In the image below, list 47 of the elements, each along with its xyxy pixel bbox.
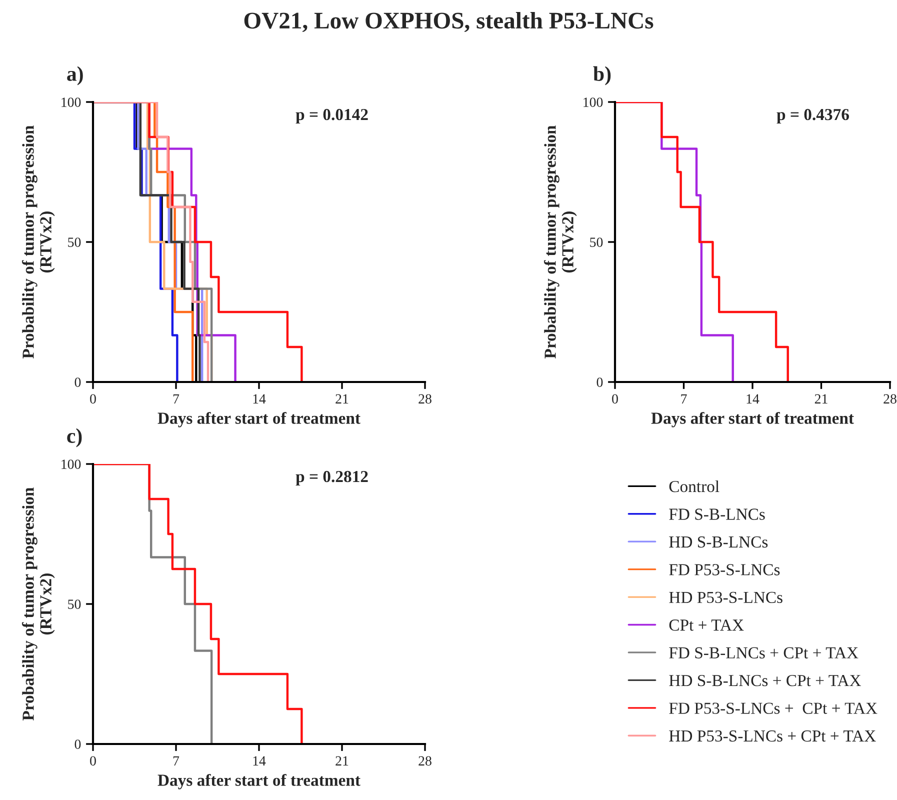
legend-label: HD S-B-LNCs bbox=[669, 536, 768, 548]
text: b) bbox=[593, 66, 611, 86]
x-tick-label: 14 bbox=[253, 394, 266, 404]
y-axis-title: Probability of tumor progression (RTVx2) bbox=[22, 487, 55, 720]
legend-label: HD P53-S-LNCs bbox=[669, 592, 782, 604]
y-axis-title: Probability of tumor progression (RTVx2) bbox=[544, 125, 577, 358]
legend-label: CPt + TAX bbox=[669, 620, 744, 631]
legend-label: FD P53-S-LNCs bbox=[669, 564, 780, 576]
y-tick-label: 100 bbox=[62, 460, 81, 469]
legend-label: FD P53-S-LNCs + CPt + TAX bbox=[669, 702, 878, 714]
annotation: p = 0.4376 bbox=[776, 108, 849, 124]
x-tick-label: 0 bbox=[90, 394, 96, 404]
legend-label: HD P53-S-LNCs + CPt + TAX bbox=[669, 730, 876, 742]
x-tick-label: 7 bbox=[173, 394, 180, 404]
x-tick-label: 28 bbox=[884, 394, 896, 404]
x-tick-label: 28 bbox=[418, 394, 432, 404]
text: c) bbox=[67, 428, 82, 448]
legend-label: FD S-B-LNCs + CPt + TAX bbox=[669, 647, 858, 658]
legend-label: HD S-B-LNCs + CPt + TAX bbox=[669, 674, 861, 686]
x-tick-label: 7 bbox=[681, 394, 687, 404]
x-tick-label: 21 bbox=[336, 756, 348, 766]
y-tick-label: 0 bbox=[74, 378, 81, 387]
x-axis-title: Days after start of treatment bbox=[158, 412, 360, 428]
y-tick-label: 50 bbox=[590, 238, 603, 247]
legend-label: Control bbox=[669, 480, 720, 492]
annotation: p = 0.0142 bbox=[296, 108, 368, 124]
annotation: p = 0.2812 bbox=[296, 470, 368, 486]
y-tick-label: 0 bbox=[596, 378, 603, 387]
x-tick-label: 0 bbox=[90, 756, 96, 766]
y-tick-label: 0 bbox=[74, 740, 81, 749]
x-tick-label: 14 bbox=[746, 394, 760, 404]
y-tick-label: 50 bbox=[68, 600, 81, 609]
y-tick-label: 100 bbox=[584, 98, 603, 107]
y-tick-label: 100 bbox=[62, 98, 81, 107]
y-axis-title: Probability of tumor progression (RTVx2) bbox=[22, 125, 55, 358]
y-tick-label: 50 bbox=[68, 238, 81, 247]
x-tick-label: 21 bbox=[336, 394, 348, 404]
legend-label: FD S-B-LNCs bbox=[669, 508, 765, 520]
x-tick-label: 21 bbox=[814, 394, 828, 404]
x-tick-label: 28 bbox=[418, 756, 432, 766]
x-tick-label: 14 bbox=[253, 756, 266, 766]
x-tick-label: 0 bbox=[612, 394, 618, 404]
text: a) bbox=[67, 66, 83, 86]
x-tick-label: 7 bbox=[173, 756, 180, 766]
chart-title: OV21, Low OXPHOS, stealth P53-LNCs bbox=[244, 12, 654, 32]
x-axis-title: Days after start of treatment bbox=[158, 774, 360, 790]
x-axis-title: Days after start of treatment bbox=[651, 412, 854, 428]
